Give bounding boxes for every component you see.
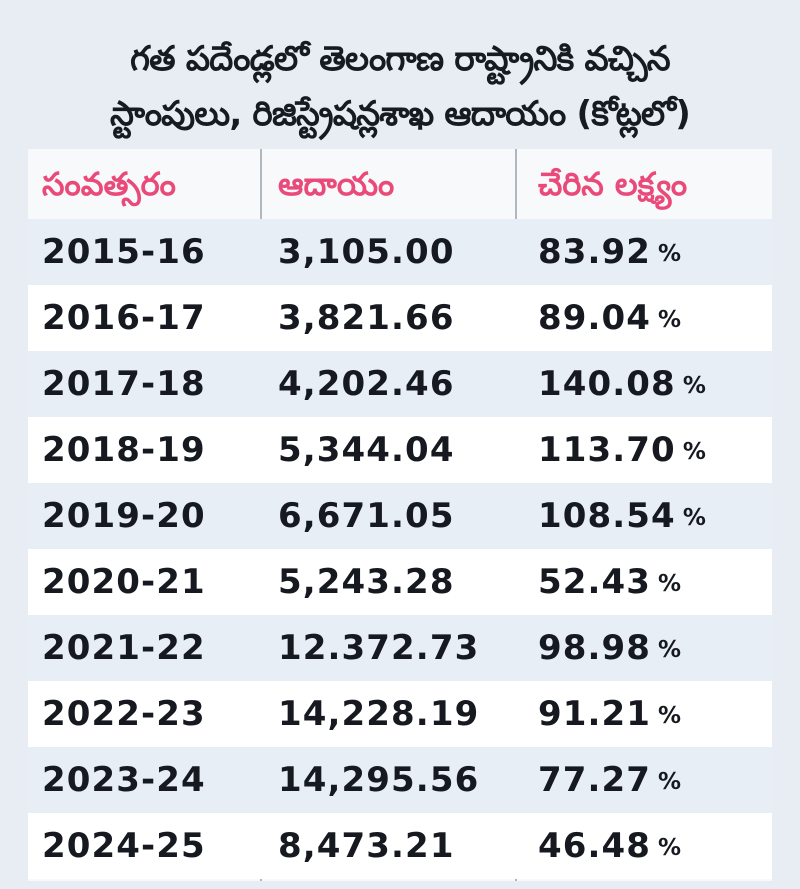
percent-unit: % (682, 439, 706, 465)
year-cell: 2016-17 (42, 298, 206, 338)
table-row: 2017-18 4,202.46 140.08% (28, 351, 772, 417)
revenue-cell: 3,105.00 (278, 232, 455, 272)
header-revenue: ఆదాయం (278, 165, 395, 203)
revenue-table: సంవత్సరం ఆదాయం చేరిన లక్ష్యం 2015-16 3,10… (28, 149, 772, 881)
table-row: 2019-20 6,671.05 108.54% (28, 483, 772, 549)
target-reached-cell: 108.54% (538, 483, 706, 549)
target-reached-value: 98.98 (538, 628, 652, 668)
revenue-cell: 14,228.19 (278, 694, 480, 734)
revenue-cell: 6,671.05 (278, 496, 455, 536)
target-reached-value: 91.21 (538, 694, 652, 734)
revenue-cell: 12.372.73 (278, 628, 480, 668)
year-cell: 2021-22 (42, 628, 206, 668)
target-reached-cell: 46.48% (538, 813, 681, 879)
header-year: సంవత్సరం (42, 165, 176, 203)
target-reached-cell: 77.27% (538, 747, 681, 813)
percent-unit: % (658, 307, 682, 333)
year-cell: 2019-20 (42, 496, 206, 536)
percent-unit: % (658, 769, 682, 795)
table-row: 2023-24 14,295.56 77.27% (28, 747, 772, 813)
revenue-cell: 14,295.56 (278, 760, 480, 800)
table-row: 2018-19 5,344.04 113.70% (28, 417, 772, 483)
target-reached-value: 83.92 (538, 232, 652, 272)
target-reached-value: 77.27 (538, 760, 652, 800)
table-row: 2024-25 8,473.21 46.48% (28, 813, 772, 879)
header-target-reached: చేరిన లక్ష్యం (538, 165, 688, 203)
table-row: 2015-16 3,105.00 83.92% (28, 219, 772, 285)
year-cell: 2024-25 (42, 826, 206, 866)
target-reached-value: 46.48 (538, 826, 652, 866)
table-row: 2016-17 3,821.66 89.04% (28, 285, 772, 351)
percent-unit: % (682, 505, 706, 531)
table-title: గత పదేండ్లలో తెలంగాణ రాష్ట్రానికి వచ్చిన… (28, 10, 772, 160)
table-row: 2020-21 5,243.28 52.43% (28, 549, 772, 615)
target-reached-value: 52.43 (538, 562, 652, 602)
table-row: 2022-23 14,228.19 91.21% (28, 681, 772, 747)
table-header-row: సంవత్సరం ఆదాయం చేరిన లక్ష్యం (28, 149, 772, 219)
target-reached-cell: 52.43% (538, 549, 681, 615)
percent-unit: % (658, 241, 682, 267)
percent-unit: % (682, 373, 706, 399)
percent-unit: % (658, 571, 682, 597)
percent-unit: % (658, 835, 682, 861)
year-cell: 2015-16 (42, 232, 206, 272)
revenue-cell: 8,473.21 (278, 826, 455, 866)
target-reached-cell: 113.70% (538, 417, 706, 483)
target-reached-value: 113.70 (538, 430, 676, 470)
target-reached-cell: 98.98% (538, 615, 681, 681)
title-line-1: గత పదేండ్లలో తెలంగాణ రాష్ట్రానికి వచ్చిన (130, 39, 671, 79)
revenue-cell: 5,344.04 (278, 430, 455, 470)
table-row: 2021-22 12.372.73 98.98% (28, 615, 772, 681)
revenue-cell: 3,821.66 (278, 298, 455, 338)
target-reached-value: 108.54 (538, 496, 676, 536)
year-cell: 2018-19 (42, 430, 206, 470)
target-reached-value: 140.08 (538, 364, 676, 404)
revenue-cell: 4,202.46 (278, 364, 455, 404)
year-cell: 2022-23 (42, 694, 206, 734)
percent-unit: % (658, 703, 682, 729)
year-cell: 2023-24 (42, 760, 206, 800)
target-reached-cell: 83.92% (538, 219, 681, 285)
year-cell: 2020-21 (42, 562, 206, 602)
target-reached-cell: 89.04% (538, 285, 681, 351)
target-reached-value: 89.04 (538, 298, 652, 338)
title-line-2: స్టాంపులు, రిజిస్ట్రేషన్లశాఖ ఆదాయం (కోట్… (110, 94, 691, 134)
target-reached-cell: 140.08% (538, 351, 706, 417)
percent-unit: % (658, 637, 682, 663)
target-reached-cell: 91.21% (538, 681, 681, 747)
revenue-cell: 5,243.28 (278, 562, 455, 602)
year-cell: 2017-18 (42, 364, 206, 404)
